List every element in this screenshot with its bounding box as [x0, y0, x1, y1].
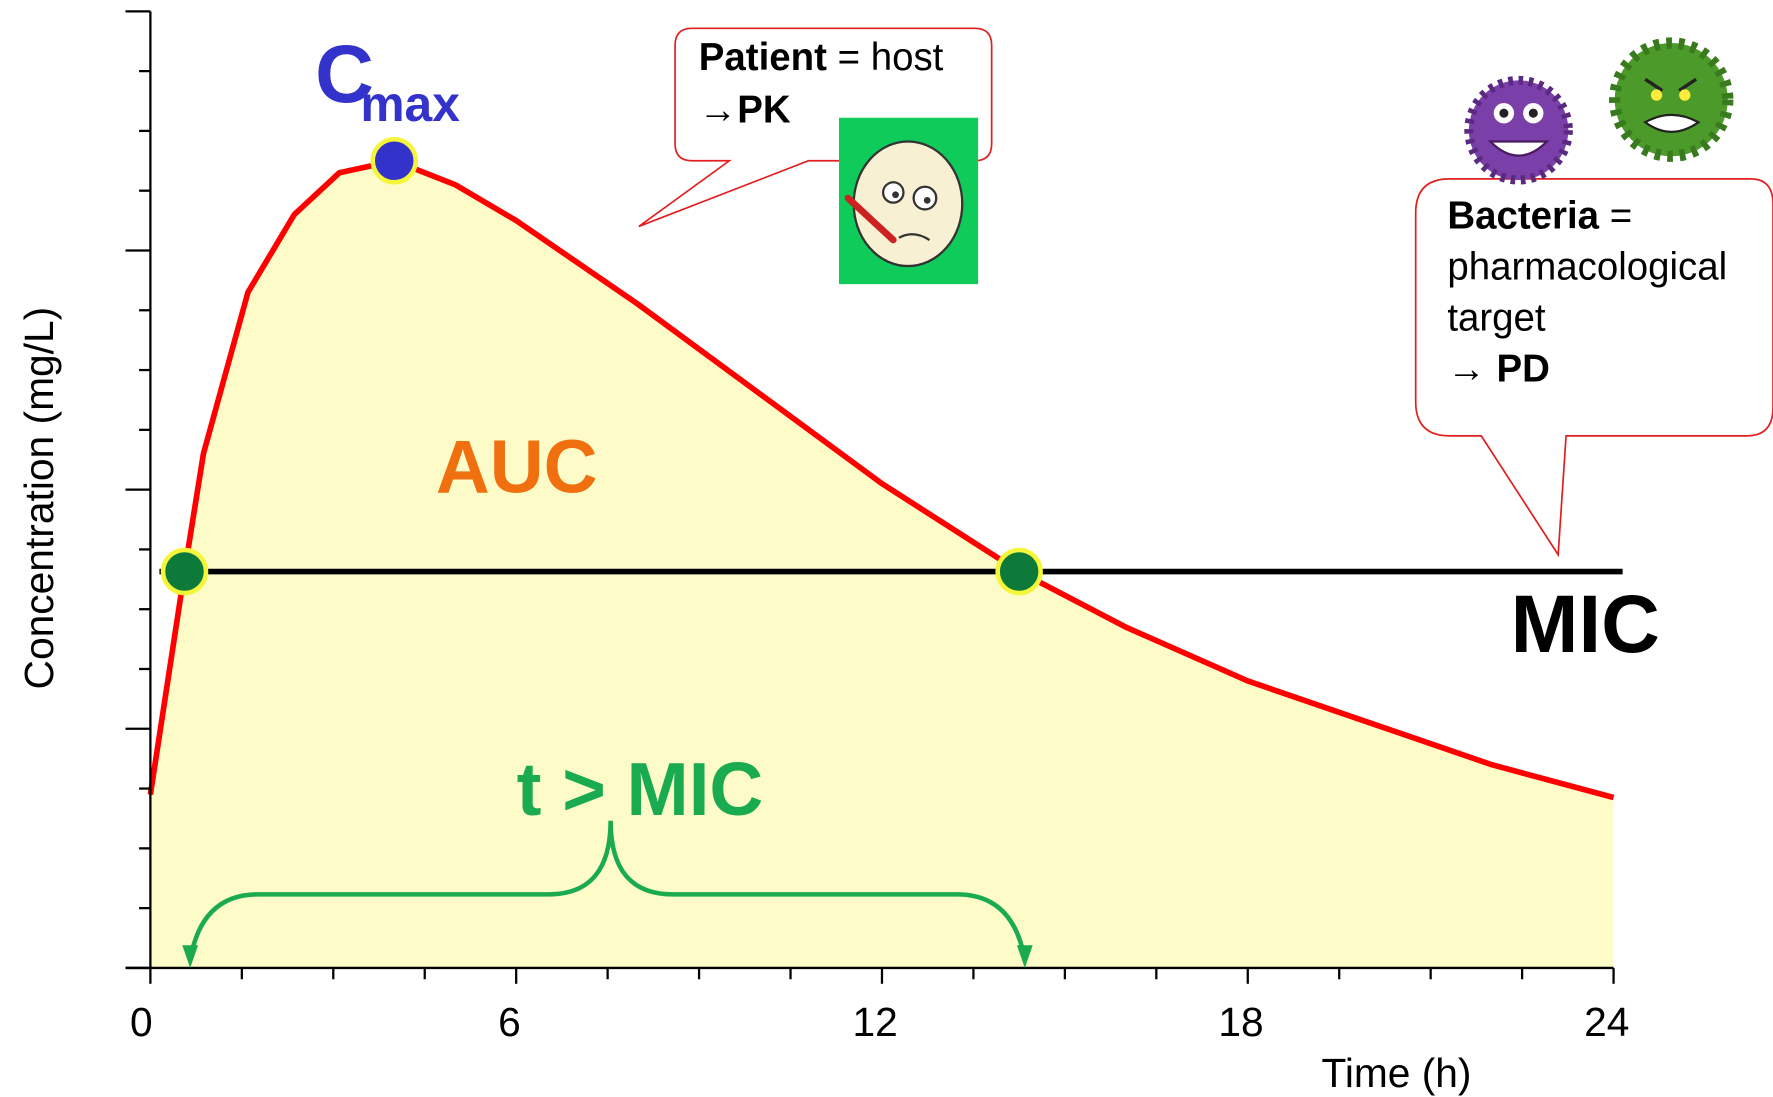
x-tick-label: 6 [498, 999, 521, 1045]
auc-label: AUC [436, 424, 598, 508]
callout-text: Patient = host [699, 36, 944, 79]
cmax-subscript: max [360, 76, 460, 132]
callout-text: target [1447, 297, 1546, 340]
arrow-head [182, 945, 199, 968]
bacteria-callout [1414, 178, 1773, 558]
x-tick-label: 12 [853, 999, 898, 1045]
callout-segment: → [1447, 347, 1496, 390]
mic-crossing [995, 547, 1043, 596]
callout-segment: PD [1496, 347, 1549, 390]
callout-text: pharmacological [1447, 246, 1727, 289]
x-axis-label: Time (h) [1321, 1050, 1471, 1096]
tmic-brace [187, 820, 1028, 961]
callout-text: → PD [1447, 347, 1550, 390]
arrow-head [1016, 945, 1033, 968]
callout-segment: = host [827, 36, 944, 79]
callout-segment: →PK [699, 88, 791, 131]
x-tick-label: 18 [1218, 999, 1263, 1045]
plot-area: 0 6 12 18 24 Time (h) Concentration (mg/L) Cmax… [16, 10, 1660, 1096]
y-axis-label: Concentration (mg/L) [16, 307, 62, 690]
callout-segment: Patient [699, 36, 827, 79]
patient-callout [638, 27, 993, 228]
callout-text: Bacteria = [1447, 195, 1632, 238]
mic-label: MIC [1511, 579, 1660, 670]
mic-crossing [160, 547, 209, 596]
cmax-label: C [315, 29, 374, 120]
callout-segment: target [1447, 297, 1546, 340]
x-tick-label: 24 [1584, 999, 1629, 1045]
concentration-curve [147, 157, 1615, 801]
auc-area [150, 160, 1614, 968]
callout-text: →PK [699, 88, 791, 131]
x-tick-label: 0 [130, 999, 153, 1045]
callout-segment: pharmacological [1447, 246, 1727, 289]
callout-segment: = [1599, 195, 1632, 238]
cmax-point [370, 137, 418, 185]
callout-segment: Bacteria [1447, 195, 1599, 238]
patient-icon [839, 117, 979, 285]
tmic-label: t > MIC [517, 747, 764, 831]
bacteria-icons [1464, 37, 1734, 185]
